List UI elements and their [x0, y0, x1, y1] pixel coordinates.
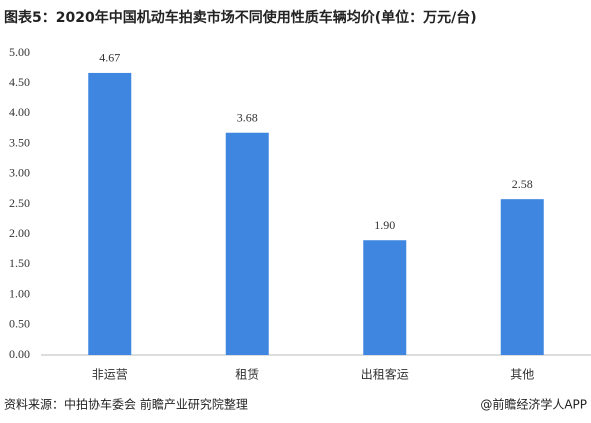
- y-tick-label: 1.00: [9, 286, 30, 300]
- y-tick-label: 4.50: [9, 75, 30, 89]
- source-note: 资料来源：中拍协车委会 前瞻产业研究院整理: [4, 397, 248, 412]
- chart-title: 图表5：2020年中国机动车拍卖市场不同使用性质车辆均价(单位：万元/台): [4, 9, 477, 26]
- y-tick-label: 2.50: [9, 196, 30, 210]
- y-tick-label: 0.50: [9, 317, 30, 331]
- y-tick-label: 4.00: [9, 105, 30, 119]
- data-label: 4.67: [99, 51, 120, 65]
- y-tick-label: 1.50: [9, 256, 30, 270]
- bar: [88, 72, 132, 355]
- data-label: 1.90: [374, 218, 395, 232]
- bar: [225, 132, 269, 355]
- x-tick-label: 其他: [510, 368, 534, 382]
- y-tick-label: 2.00: [9, 226, 30, 240]
- x-tick-label: 非运营: [92, 368, 128, 382]
- bar: [363, 240, 407, 355]
- x-tick-label: 租赁: [235, 368, 259, 382]
- credit: @前瞻经济学人APP: [480, 397, 587, 412]
- data-label: 2.58: [512, 177, 533, 191]
- y-tick-label: 0.00: [9, 347, 30, 361]
- y-tick-label: 3.50: [9, 135, 30, 149]
- data-label: 3.68: [237, 110, 258, 124]
- x-tick-label: 出租客运: [361, 367, 409, 382]
- y-tick-label: 3.00: [9, 166, 30, 180]
- bar: [500, 199, 544, 355]
- y-tick-label: 5.00: [9, 45, 30, 59]
